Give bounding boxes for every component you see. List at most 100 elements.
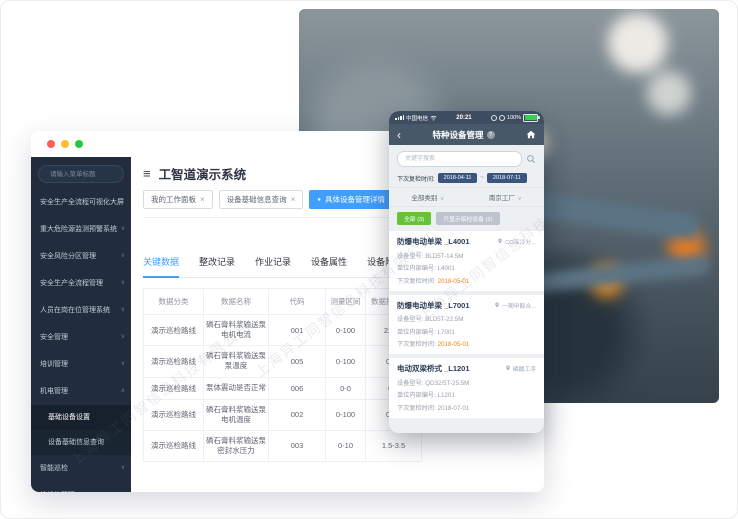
location-pin-icon — [506, 365, 510, 371]
home-icon[interactable] — [526, 130, 536, 139]
sidebar-item-label: 重大危险源监测预警系统 — [40, 226, 117, 233]
equipment-card[interactable]: 电动双梁桥式 _L1201 磷酸工序 设备型号: QD32/5T-25.5M 单… — [389, 357, 544, 418]
cell-category: 演示巡检路线 — [143, 345, 204, 378]
equipment-title: 防爆电动单梁 _L4001 — [397, 237, 470, 246]
chevron-up-icon: ∧ — [120, 388, 125, 394]
cell-category: 演示巡检路线 — [143, 376, 204, 400]
tab-device-parts[interactable]: 设备附件 — [367, 257, 404, 267]
close-window-button[interactable] — [47, 140, 55, 148]
phone-page-title: 特种设备管理 — [432, 129, 484, 140]
date-to-button[interactable]: 2018-07-11 — [486, 173, 527, 183]
sidebar-item-label: 安全管理 — [40, 334, 68, 341]
battery-icon — [523, 113, 540, 122]
tab-key-data[interactable]: 关键数据 — [143, 255, 180, 278]
chevron-down-icon: ∨ — [121, 482, 125, 492]
dropdown-row: 全部类别 ∨ 南京工厂 ∨ — [389, 187, 544, 207]
clock-label: 20:21 — [456, 114, 472, 121]
next-inspection-date: 2018-05-01 — [437, 277, 470, 285]
phone-body: 下次复检时间: 2018-04-11 ~ 2018-07-11 全部类别∨ 南京… — [389, 145, 544, 433]
keyword-search-input[interactable] — [397, 151, 522, 167]
tab-rectification[interactable]: 整改记录 — [199, 257, 236, 267]
sidebar-item-basic-device-setup[interactable]: 基础设备设置 — [31, 405, 131, 430]
equipment-location: CO深冷分... — [505, 240, 536, 246]
cell-range: 0-10 — [325, 429, 366, 463]
table-row: 演示巡检路线 泵体震动是否正常 006 0-0 0-0 — [143, 376, 422, 400]
factory-dropdown[interactable]: 南京工厂 ∨ — [467, 188, 545, 206]
sidebar-submenu: 基础设备设置 设备基础信息查询 — [31, 405, 131, 455]
table-row: 演示巡检路线 磷石膏料浆输送泵泵温度 005 0-100 0-65 — [143, 345, 422, 378]
back-icon[interactable]: ‹ — [397, 127, 401, 142]
phone-mockup: 中国电信 20:21 100% ‹ 特种设备管理 ? — [389, 111, 544, 433]
chevron-down-icon: ∨ — [120, 307, 125, 313]
equipment-title: 防爆电动单梁 _L7001 — [397, 300, 470, 310]
close-icon[interactable]: × — [200, 195, 205, 204]
chevron-down-icon: ∨ — [440, 196, 445, 202]
sidebar-search-input[interactable] — [48, 169, 122, 179]
date-from-button[interactable]: 2018-04-11 — [437, 173, 478, 183]
sidebar-item-risk-zone[interactable]: 安全风险分区管理 ∨ — [31, 243, 131, 270]
pill-all[interactable]: 全部 (3) — [397, 212, 432, 225]
page-header: ≡ 工智道演示系统 — [143, 164, 544, 183]
sidebar-item-hazard-warning[interactable]: 重大危险源监测预警系统 ∨ — [31, 216, 131, 243]
sidebar-item-safety-mgmt[interactable]: 安全管理 ∨ — [31, 324, 131, 351]
zoom-window-button[interactable] — [75, 140, 83, 148]
next-inspection-label: 下次复检时间: — [397, 404, 438, 412]
equipment-location: 磷酸工序 — [512, 367, 536, 373]
next-inspection-date: 2018-07-01 — [437, 404, 470, 412]
sidebar-menu: 安全生产全流程可视化大屏 重大危险源监测预警系统 ∨ 安全风险分区管理 ∨ 安全生产… — [31, 189, 131, 492]
next-inspection-label: 下次复检时间: — [397, 341, 438, 348]
cell-code: 003 — [268, 429, 326, 463]
table-row: 演示巡检路线 磷石膏料浆输送泵电机电流 001 0-100 22-58 — [143, 313, 422, 347]
sidebar-item-training[interactable]: 培训管理 ∨ — [31, 351, 131, 378]
equipment-card[interactable]: 防爆电动单梁 _L7001 一期甲醇合... 设备型号: BLD5T-22.5M… — [389, 293, 544, 354]
table-row: 演示巡检路线 磷石膏料浆输送泵电机温度 002 0-100 0-85 — [143, 398, 422, 431]
dropdown-label: 全部类别 — [411, 195, 438, 202]
location-pin-icon — [498, 238, 502, 244]
cell-code: 006 — [268, 376, 326, 400]
sidebar-item-label: 智能巡检 — [40, 465, 68, 472]
chip-device-info-query[interactable]: 设备基础信息查询 × — [218, 190, 304, 209]
tab-work-records[interactable]: 作业记录 — [255, 257, 292, 267]
chip-label: 具体设备管理详情 — [324, 195, 385, 204]
wifi-icon — [430, 115, 437, 120]
model-label: 设备型号: — [397, 316, 426, 323]
close-icon[interactable]: × — [290, 195, 296, 204]
chip-device-detail[interactable]: ●具体设备管理详情× — [309, 190, 402, 209]
equipment-location: 一期甲醇合... — [502, 303, 536, 310]
sidebar-item-personnel[interactable]: 人员在岗在位管理系统 ∨ — [31, 297, 131, 324]
model-label: 设备型号: — [397, 379, 426, 387]
sidebar-item-label: 培训管理 — [40, 361, 68, 368]
cell-code: 005 — [268, 345, 326, 378]
search-icon[interactable] — [526, 154, 536, 164]
pill-due-inspection[interactable]: 只显示临检设备 (2) — [436, 212, 500, 225]
date-filter-row: 下次复检时间: 2018-04-11 ~ 2018-07-11 — [389, 170, 544, 187]
sidebar-item-smart-inspection[interactable]: 智能巡检 ∨ — [31, 455, 131, 482]
sidebar-item-device-info-query[interactable]: 设备基础信息查询 — [31, 430, 131, 455]
internal-code-value: L1201 — [437, 392, 455, 399]
sidebar-search[interactable] — [38, 165, 124, 183]
sidebar-item-safety-process[interactable]: 安全生产全流程管理 ∨ — [31, 270, 131, 297]
cell-name: 磷石膏料浆输送泵电机温度 — [203, 398, 269, 431]
category-dropdown[interactable]: 全部类别 ∨ — [389, 188, 467, 206]
sidebar-item-maintenance[interactable]: 检维修管理∨ — [31, 482, 131, 492]
chevron-down-icon: ∨ — [517, 196, 522, 202]
col-header: 代码 — [268, 288, 326, 315]
help-icon[interactable]: ? — [486, 130, 495, 139]
model-value: BLD5T-22.5M — [425, 316, 464, 323]
chip-my-workpanel[interactable]: 我的工作面板 × — [143, 190, 213, 209]
sidebar-item-label: 人员在岗在位管理系统 — [40, 307, 110, 314]
sidebar-item-label: 安全生产全流程可视化大屏 — [40, 199, 124, 206]
equipment-card[interactable]: 防爆电动单梁 _L4001 CO深冷分... 设备型号: BLD5T-14.5M… — [389, 230, 544, 291]
tab-device-attributes[interactable]: 设备属性 — [311, 257, 348, 267]
internal-code-value: L4001 — [437, 265, 455, 272]
active-dot-icon: ● — [317, 196, 321, 203]
sidebar-item-electromechanical[interactable]: 机电管理 ∧ — [31, 378, 131, 405]
phone-search-row — [389, 145, 544, 170]
cell-range: 0-0 — [325, 376, 366, 400]
menu-toggle-icon[interactable]: ≡ — [143, 166, 151, 181]
minimize-window-button[interactable] — [61, 140, 69, 148]
cell-range: 0-100 — [325, 313, 366, 347]
sidebar-item-visual-screen[interactable]: 安全生产全流程可视化大屏 — [31, 189, 131, 216]
chip-label: 设备基础信息查询 — [226, 195, 287, 204]
